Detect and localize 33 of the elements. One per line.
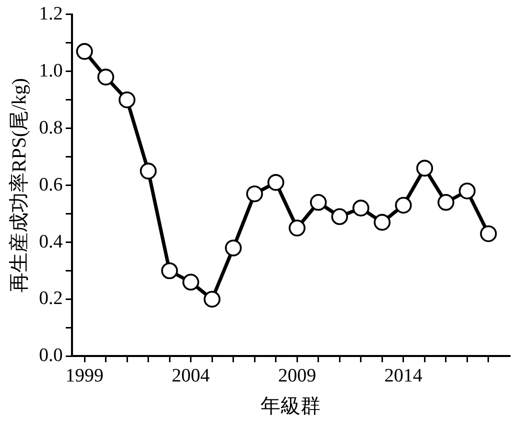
point: [310, 194, 327, 211]
x-tick-label: 2014: [384, 366, 423, 387]
x-tick-label: 2009: [278, 366, 316, 387]
y-tick-label: 0.4: [39, 231, 64, 252]
point: [267, 174, 284, 191]
y-tick-label: 0.2: [39, 288, 63, 310]
y-tick-label: 1.2: [39, 3, 63, 24]
point: [182, 274, 200, 291]
y-tick-label: 0.0: [39, 345, 63, 366]
point: [352, 200, 370, 216]
point: [97, 68, 114, 86]
point: [161, 262, 178, 280]
point: [438, 194, 454, 211]
point: [224, 240, 242, 256]
point: [331, 208, 348, 226]
point: [480, 225, 497, 242]
point: [118, 91, 136, 108]
point: [204, 290, 220, 308]
point: [395, 196, 412, 214]
point: [288, 220, 306, 236]
point: [76, 43, 93, 60]
point: [374, 214, 391, 231]
point: [416, 160, 434, 177]
y-tick-label: 0.6: [39, 174, 63, 196]
y-tick-label: 1.0: [39, 60, 63, 82]
point: [140, 162, 157, 180]
point: [246, 185, 263, 202]
y-axis-title: 再生産成功率RPS(尾/kg): [8, 78, 30, 293]
y-tick-label: 0.8: [39, 117, 63, 138]
x-tick-label: 2004: [172, 366, 210, 387]
point: [458, 182, 476, 200]
x-axis-title: 年級群: [260, 395, 321, 418]
x-tick-label: 1999: [66, 366, 104, 387]
